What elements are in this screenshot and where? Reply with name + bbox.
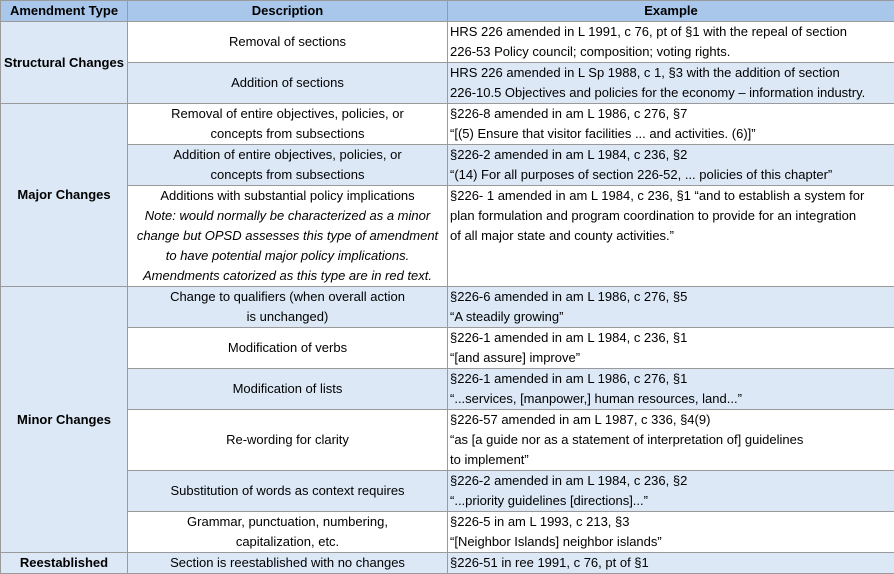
description-cell: Grammar, punctuation, numbering,capitali… xyxy=(128,512,448,553)
description-cell: Addition of entire objectives, policies,… xyxy=(128,145,448,186)
text-line: “...priority guidelines [directions]...” xyxy=(450,491,892,511)
description-cell: Additions with substantial policy implic… xyxy=(128,186,448,287)
text-line: Additions with substantial policy implic… xyxy=(130,186,445,206)
text-line: §226-51 in ree 1991, c 76, pt of §1 xyxy=(450,553,892,573)
text-line: change but OPSD assesses this type of am… xyxy=(130,226,445,246)
text-line: Note: would normally be characterized as… xyxy=(130,206,445,226)
example-cell: §226-6 amended in am L 1986, c 276, §5“A… xyxy=(448,287,894,328)
example-cell: §226-57 amended in am L 1987, c 336, §4(… xyxy=(448,410,894,471)
text-line: Removal of entire objectives, policies, … xyxy=(130,104,445,124)
text-line: Grammar, punctuation, numbering, xyxy=(130,512,445,532)
example-cell: §226-2 amended in am L 1984, c 236, §2“(… xyxy=(448,145,894,186)
text-line: is unchanged) xyxy=(130,307,445,327)
page: Amendment Type Description Example Struc… xyxy=(0,0,894,560)
example-cell: HRS 226 amended in L Sp 1988, c 1, §3 wi… xyxy=(448,63,894,104)
description-cell: Modification of verbs xyxy=(128,328,448,369)
example-cell: §226-51 in ree 1991, c 76, pt of §1 xyxy=(448,553,894,574)
text-line: §226-2 amended in am L 1984, c 236, §2 xyxy=(450,145,892,165)
text-line: Change to qualifiers (when overall actio… xyxy=(130,287,445,307)
header-cell: Description xyxy=(128,1,448,22)
text-line: concepts from subsections xyxy=(130,165,445,185)
text-line: “[Neighbor Islands] neighbor islands” xyxy=(450,532,892,552)
example-cell: §226-2 amended in am L 1984, c 236, §2“.… xyxy=(448,471,894,512)
text-line: HRS 226 amended in L 1991, c 76, pt of §… xyxy=(450,22,892,42)
text-line: §226-2 amended in am L 1984, c 236, §2 xyxy=(450,471,892,491)
header-row: Amendment Type Description Example xyxy=(1,1,894,22)
text-line: Addition of sections xyxy=(130,73,445,93)
description-cell: Addition of sections xyxy=(128,63,448,104)
table-row: Modification of verbs§226-1 amended in a… xyxy=(1,328,894,369)
text-line: Addition of entire objectives, policies,… xyxy=(130,145,445,165)
text-line: Re-wording for clarity xyxy=(130,430,445,450)
description-cell: Section is reestablished with no changes xyxy=(128,553,448,574)
text-line: Modification of verbs xyxy=(130,338,445,358)
text-line: §226- 1 amended in am L 1984, c 236, §1 … xyxy=(450,186,892,206)
text-line: concepts from subsections xyxy=(130,124,445,144)
text-line: 226-10.5 Objectives and policies for the… xyxy=(450,83,892,103)
description-cell: Change to qualifiers (when overall actio… xyxy=(128,287,448,328)
text-line: Amendments catorized as this type are in… xyxy=(130,266,445,286)
category-cell: Reestablished xyxy=(1,553,128,574)
text-line: Modification of lists xyxy=(130,379,445,399)
description-cell: Removal of sections xyxy=(128,22,448,63)
example-cell: §226-1 amended in am L 1984, c 236, §1“[… xyxy=(448,328,894,369)
text-line: §226-5 in am L 1993, c 213, §3 xyxy=(450,512,892,532)
text-line: plan formulation and program coordinatio… xyxy=(450,206,892,226)
table-row: Modification of lists§226-1 amended in a… xyxy=(1,369,894,410)
text-line: “(14) For all purposes of section 226-52… xyxy=(450,165,892,185)
table-row: Re-wording for clarity§226-57 amended in… xyxy=(1,410,894,471)
example-cell: §226-8 amended in am L 1986, c 276, §7“[… xyxy=(448,104,894,145)
category-cell: Major Changes xyxy=(1,104,128,287)
text-line: to implement” xyxy=(450,450,892,470)
text-line: §226-1 amended in am L 1986, c 276, §1 xyxy=(450,369,892,389)
text-line: “[(5) Ensure that visitor facilities ...… xyxy=(450,124,892,144)
text-line: §226-8 amended in am L 1986, c 276, §7 xyxy=(450,104,892,124)
category-cell: Minor Changes xyxy=(1,287,128,553)
example-cell: HRS 226 amended in L 1991, c 76, pt of §… xyxy=(448,22,894,63)
example-cell: §226- 1 amended in am L 1984, c 236, §1 … xyxy=(448,186,894,287)
table-row: Substitution of words as context require… xyxy=(1,471,894,512)
text-line: §226-1 amended in am L 1984, c 236, §1 xyxy=(450,328,892,348)
text-line: HRS 226 amended in L Sp 1988, c 1, §3 wi… xyxy=(450,63,892,83)
text-line: “as [a guide nor as a statement of inter… xyxy=(450,430,892,450)
text-line: to have potential major policy implicati… xyxy=(130,246,445,266)
text-line: capitalization, etc. xyxy=(130,532,445,552)
text-line: §226-57 amended in am L 1987, c 336, §4(… xyxy=(450,410,892,430)
text-line: “...services, [manpower,] human resource… xyxy=(450,389,892,409)
text-line: “[and assure] improve” xyxy=(450,348,892,368)
description-cell: Substitution of words as context require… xyxy=(128,471,448,512)
table-row: Grammar, punctuation, numbering,capitali… xyxy=(1,512,894,553)
text-line: Substitution of words as context require… xyxy=(130,481,445,501)
table-row: Addition of entire objectives, policies,… xyxy=(1,145,894,186)
description-cell: Re-wording for clarity xyxy=(128,410,448,471)
example-cell: §226-5 in am L 1993, c 213, §3“[Neighbor… xyxy=(448,512,894,553)
description-cell: Modification of lists xyxy=(128,369,448,410)
category-cell: Structural Changes xyxy=(1,22,128,104)
text-line: “A steadily growing” xyxy=(450,307,892,327)
header-cell: Amendment Type xyxy=(1,1,128,22)
text-line: of all major state and county activities… xyxy=(450,226,892,246)
text-line: Section is reestablished with no changes xyxy=(130,553,445,573)
text-line: §226-6 amended in am L 1986, c 276, §5 xyxy=(450,287,892,307)
description-cell: Removal of entire objectives, policies, … xyxy=(128,104,448,145)
table-row: Additions with substantial policy implic… xyxy=(1,186,894,287)
text-line: 226-53 Policy council; composition; voti… xyxy=(450,42,892,62)
example-cell: §226-1 amended in am L 1986, c 276, §1“.… xyxy=(448,369,894,410)
text-line: Removal of sections xyxy=(130,32,445,52)
header-cell: Example xyxy=(448,1,894,22)
